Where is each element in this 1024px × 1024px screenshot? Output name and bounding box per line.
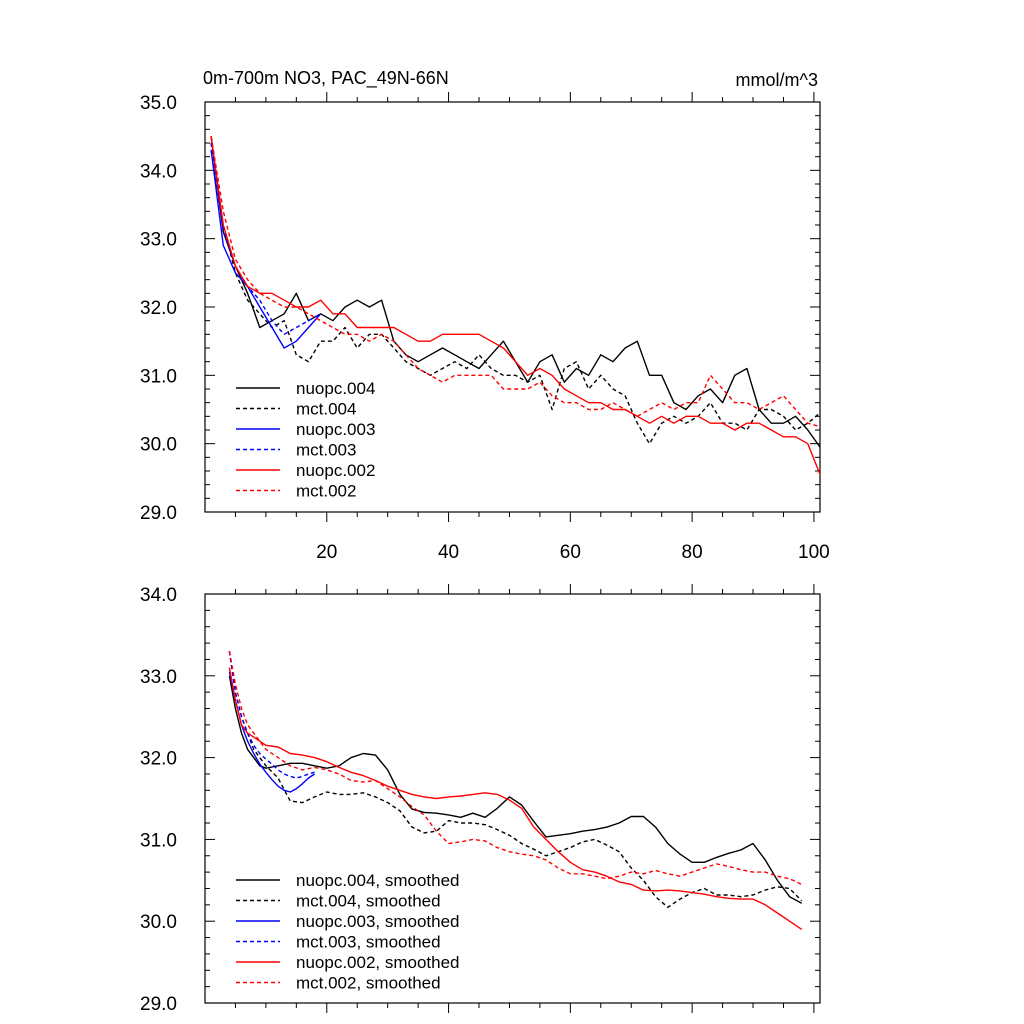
legend-label: mct.004 [296, 400, 356, 419]
y-tick-label: 32.0 [140, 298, 177, 319]
series-line-mct-004-smoothed [228, 651, 803, 908]
y-tick-label: 33.0 [140, 667, 177, 688]
series-line-mct-002-smoothed [228, 651, 802, 886]
x-tick-label: 60 [560, 542, 581, 563]
legend-label: nuopc.003, smoothed [296, 912, 460, 931]
y-tick-label: 29.0 [140, 503, 177, 524]
y-tick-label: 34.0 [140, 585, 177, 606]
series-line-mct-003-smoothed [228, 651, 315, 779]
x-tick-label: 40 [438, 542, 459, 563]
legend-label: nuopc.002 [296, 461, 375, 480]
y-tick-label: 29.0 [140, 994, 177, 1015]
legend-label: nuopc.004 [296, 379, 375, 398]
y-tick-label: 31.0 [140, 830, 177, 851]
legend-label: nuopc.004, smoothed [296, 871, 460, 890]
series-line-mct-003 [210, 142, 322, 335]
series-line-mct-002 [210, 136, 821, 428]
legend-label: nuopc.003 [296, 420, 375, 439]
series-line-nuopc-003-smoothed [228, 671, 315, 793]
units-label: mmol/m^3 [736, 70, 818, 90]
legend-label: mct.002 [296, 482, 356, 501]
x-tick-label: 80 [682, 542, 703, 563]
series-line-nuopc-002-smoothed [228, 667, 803, 930]
series-line-nuopc-004-smoothed [228, 675, 803, 904]
legend-label: mct.003 [296, 441, 356, 460]
series-line-nuopc-003 [210, 149, 322, 349]
legend-label: mct.002, smoothed [296, 974, 441, 993]
legend-label: mct.003, smoothed [296, 933, 441, 952]
y-tick-label: 35.0 [140, 93, 177, 114]
y-tick-label: 32.0 [140, 749, 177, 770]
x-tick-label: 20 [316, 542, 337, 563]
y-tick-label: 30.0 [140, 435, 177, 456]
legend-label: nuopc.002, smoothed [296, 953, 460, 972]
chart-title: 0m-700m NO3, PAC_49N-66N [203, 68, 449, 89]
bottom-panel: 29.0 30.0 31.0 32.0 33.0 34.0 nuopc.004, smoot… [140, 584, 821, 1015]
y-tick-label: 30.0 [140, 912, 177, 933]
legend-label: mct.004, smoothed [296, 892, 441, 911]
x-tick-label: 100 [798, 542, 830, 563]
y-tick-label: 33.0 [140, 230, 177, 251]
y-tick-label: 31.0 [140, 366, 177, 387]
top-panel: 0m-700m NO3, PAC_49N-66N mmol/m^3 20 40 60… [140, 68, 830, 563]
plot-frame [204, 593, 821, 1004]
y-tick-label: 34.0 [140, 161, 177, 182]
series-line-nuopc-002 [210, 136, 821, 475]
series-line-mct-004 [210, 142, 821, 445]
